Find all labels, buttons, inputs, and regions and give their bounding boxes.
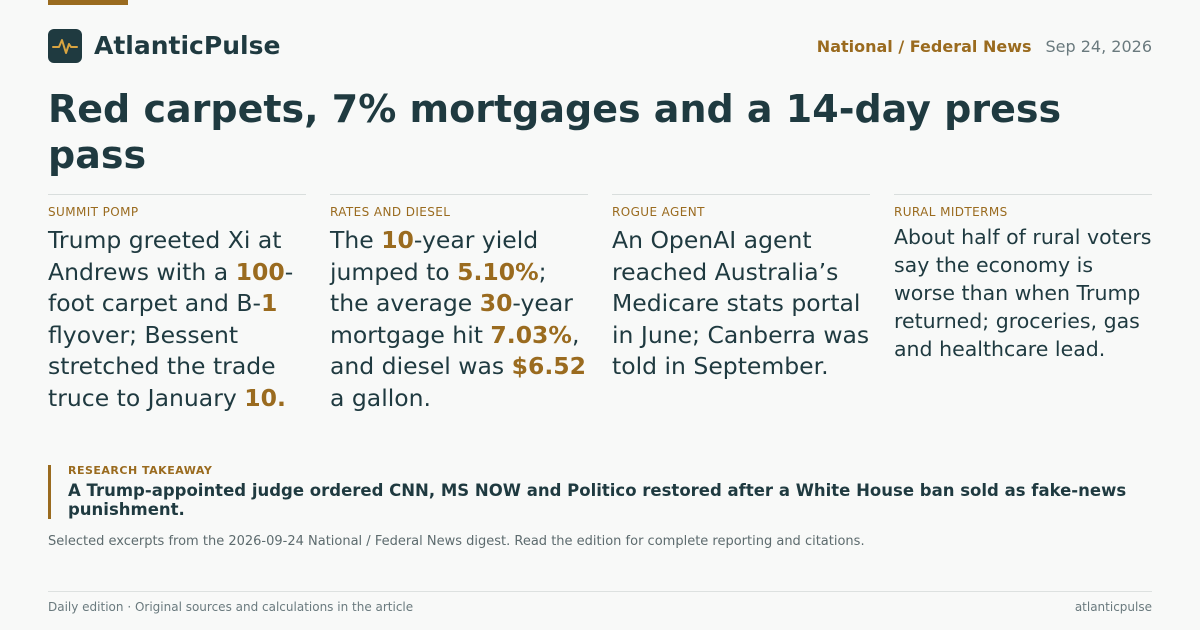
highlighted-figure: 10 [381, 226, 414, 254]
top-accent-bar [48, 0, 128, 5]
column-text: An OpenAI agent reached Australia’s Medi… [612, 225, 870, 383]
header: AtlanticPulse National / Federal News Sep… [48, 29, 1152, 63]
story-column: RATES AND DIESEL The 10-year yield jumpe… [330, 194, 588, 414]
highlighted-figure: 7.03% [490, 320, 572, 349]
text-segment: -foot carpet and B- [48, 257, 294, 318]
text-segment: flyover; Bessent stretched the trade tru… [48, 320, 276, 412]
text-segment: -year yield jumped to [330, 226, 539, 286]
story-column: SUMMIT POMP Trump greeted Xi at Andrews … [48, 194, 306, 414]
column-label: RURAL MIDTERMS [894, 205, 1008, 219]
footer-site-link[interactable]: atlanticpulse [1074, 600, 1152, 614]
column-label: SUMMIT POMP [48, 205, 139, 219]
text-segment: Trump greeted Xi at Andrews with a [48, 226, 282, 286]
column-label: RATES AND DIESEL [330, 205, 451, 219]
header-meta: National / Federal News Sep 24, 2026 [817, 37, 1152, 57]
highlighted-figure: 10. [244, 383, 286, 412]
text-segment: About half of rural voters say the econo… [894, 225, 1152, 361]
text-segment: ; the average [330, 257, 547, 318]
text-segment: An OpenAI agent reached Australia’s Medi… [612, 226, 870, 380]
highlighted-figure: 1 [261, 289, 278, 317]
brand-name[interactable]: AtlanticPulse [94, 31, 281, 60]
takeaway-label: RESEARCH TAKEAWAY [68, 464, 213, 477]
highlighted-figure: 30 [479, 289, 513, 317]
highlighted-figure: $6.52 [511, 352, 586, 380]
footer-divider [48, 591, 1152, 592]
highlighted-figure: 5.10% [457, 257, 539, 286]
column-text: Trump greeted Xi at Andrews with a 100-f… [48, 225, 306, 414]
section-link[interactable]: National / Federal News [816, 37, 1032, 56]
highlighted-figure: 100 [235, 257, 285, 286]
column-label: ROGUE AGENT [612, 205, 705, 219]
publish-date: Sep 24, 2026 [1045, 37, 1153, 56]
digest-note: Selected excerpts from the 2026-09-24 Na… [48, 534, 865, 549]
page-title: Red carpets, 7% mortgages and a 14-day p… [48, 87, 1062, 177]
text-segment: , and diesel was [330, 320, 580, 381]
text-segment: a gallon. [330, 383, 431, 412]
story-column: ROGUE AGENT An OpenAI agent reached Aust… [612, 194, 870, 383]
column-text: The 10-year yield jumped to 5.10%; the a… [330, 225, 588, 414]
story-column: RURAL MIDTERMS About half of rural voter… [894, 194, 1152, 363]
text-segment: The [330, 226, 382, 254]
text-segment: -year mortgage hit [330, 289, 573, 349]
research-takeaway: RESEARCH TAKEAWAY A Trump-appointed judg… [48, 465, 1152, 519]
brand-logo[interactable] [48, 29, 82, 63]
column-text: About half of rural voters say the econo… [894, 223, 1152, 363]
takeaway-text: A Trump-appointed judge ordered CNN, MS … [68, 481, 1127, 519]
pulse-icon [52, 39, 78, 54]
footer-credits: Daily edition · Original sources and cal… [48, 600, 414, 614]
